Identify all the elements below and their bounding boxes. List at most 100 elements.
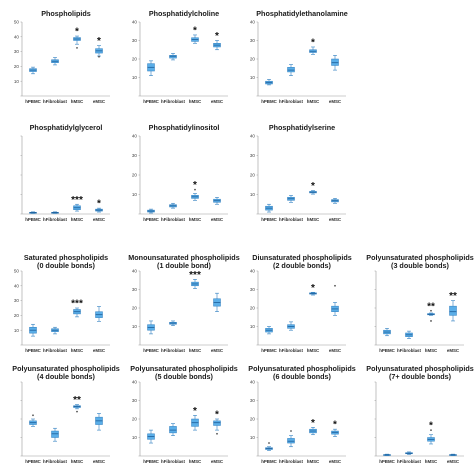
y-tick-label: 50	[14, 269, 20, 274]
panel-title: Phosphatidylserine	[269, 123, 335, 132]
x-category-label: hMSC	[425, 459, 438, 464]
box-hPBMC	[265, 203, 273, 213]
x-category-label: hMSC	[425, 348, 438, 353]
x-category-label: eMSC	[93, 348, 106, 353]
box-hMSC	[191, 414, 199, 431]
box-iqr	[169, 426, 177, 434]
box-hMSC	[427, 312, 435, 316]
box-hMSC	[309, 190, 317, 195]
y-tick-label: 10	[250, 324, 256, 329]
significance-marker: *	[429, 421, 433, 432]
box-hFibroblast	[169, 320, 177, 326]
x-category-label: hPBMC	[143, 99, 159, 104]
x-category-label: hFibroblast	[161, 99, 185, 104]
x-category-label: eMSC	[329, 459, 342, 464]
y-tick-label: 30	[250, 398, 256, 403]
x-category-label: hMSC	[307, 99, 320, 104]
outlier-point	[430, 309, 432, 312]
box-hFibroblast	[169, 423, 177, 436]
box-hFibroblast	[169, 53, 177, 61]
panel-title: Polyunsaturated phospholipids	[366, 253, 473, 262]
x-category-label: hPBMC	[143, 217, 159, 222]
box-hPBMC	[29, 211, 37, 214]
box-hMSC	[73, 404, 81, 410]
y-tick-label: 10	[132, 324, 138, 329]
box-iqr	[169, 55, 177, 59]
y-tick-label: 40	[132, 20, 138, 25]
x-category-label: eMSC	[329, 217, 342, 222]
x-category-label: hFibroblast	[279, 459, 303, 464]
x-category-label: hFibroblast	[43, 459, 67, 464]
y-tick-label: 40	[250, 269, 256, 274]
x-category-label: hPBMC	[261, 217, 277, 222]
panel-10: Polyunsaturated phospholipids(3 double b…	[366, 253, 473, 353]
panel-9: Diunsaturated phospholipids(2 double bon…	[250, 253, 352, 353]
panel-title: Monounsaturated phospholipids	[128, 253, 239, 262]
x-category-label: hFibroblast	[397, 348, 421, 353]
x-category-label: eMSC	[211, 459, 224, 464]
y-tick-label: 30	[250, 287, 256, 292]
y-tick-label: 20	[132, 417, 138, 422]
box-eMSC	[213, 292, 221, 313]
box-iqr	[213, 420, 221, 426]
panel-2: Phosphatidylcholine 10 20 30 40 hPBMC hFibrobl…	[132, 9, 228, 104]
box-hPBMC	[29, 323, 37, 337]
y-tick-label: 10	[132, 192, 138, 197]
y-tick-label: 30	[250, 38, 256, 43]
panel-title: Phosphatidylglycerol	[30, 123, 103, 132]
panel-title: Polyunsaturated phospholipids	[248, 364, 355, 373]
box-hMSC	[309, 427, 317, 436]
panel-14: Polyunsaturated phospholipids(7+ double …	[366, 364, 473, 464]
significance-marker: *	[193, 406, 197, 417]
significance-marker: *	[311, 181, 315, 192]
y-tick-label: 40	[132, 380, 138, 385]
box-hFibroblast	[287, 321, 295, 331]
outlier-point	[194, 188, 196, 191]
x-category-label: eMSC	[329, 348, 342, 353]
x-category-label: hMSC	[71, 348, 84, 353]
significance-marker: **	[449, 291, 457, 302]
panel-title: Saturated phospholipids	[24, 253, 108, 262]
panel-5: Phosphatidylinositol 10 20 30 40 hPBMC hFibrob…	[132, 123, 228, 222]
y-tick-label: 10	[14, 328, 20, 333]
box-hPBMC	[383, 328, 391, 337]
x-category-label: eMSC	[93, 459, 106, 464]
significance-marker: ***	[71, 299, 83, 310]
x-category-label: hMSC	[189, 348, 202, 353]
x-category-label: hMSC	[71, 99, 84, 104]
panel-6: Phosphatidylserine 10 20 30 40 hPBMC hFibrobla…	[250, 123, 346, 222]
x-category-label: eMSC	[211, 348, 224, 353]
panel-title: Diunsaturated phospholipids	[252, 253, 351, 262]
x-category-label: hFibroblast	[161, 348, 185, 353]
box-hMSC	[73, 35, 81, 45]
x-category-label: hPBMC	[261, 348, 277, 353]
x-category-label: hPBMC	[261, 459, 277, 464]
y-tick-label: 20	[250, 173, 256, 178]
significance-marker: **	[73, 395, 81, 406]
x-category-label: hMSC	[307, 348, 320, 353]
x-category-label: hFibroblast	[279, 99, 303, 104]
box-hPBMC	[29, 418, 37, 427]
outlier-point	[334, 284, 336, 287]
x-category-label: eMSC	[447, 459, 460, 464]
panel-title: (3 double bonds)	[391, 261, 449, 270]
significance-marker: *	[97, 199, 101, 210]
panel-3: Phosphatidylethanolamine 10 20 30 40 hPBMC hFi…	[250, 9, 348, 104]
x-category-label: hFibroblast	[43, 348, 67, 353]
box-hMSC	[73, 203, 81, 212]
outlier-point	[76, 410, 78, 413]
x-category-label: hPBMC	[143, 348, 159, 353]
box-hFibroblast	[287, 435, 295, 448]
x-category-label: hFibroblast	[397, 459, 421, 464]
outlier-point	[430, 320, 432, 322]
box-hPBMC	[265, 326, 273, 335]
outlier-point	[98, 55, 100, 58]
panel-title: Phosphatidylcholine	[149, 9, 219, 18]
box-hPBMC	[147, 320, 155, 335]
box-hFibroblast	[287, 64, 295, 76]
x-category-label: eMSC	[447, 348, 460, 353]
y-tick-label: 20	[132, 57, 138, 62]
x-category-label: hMSC	[71, 459, 84, 464]
x-category-label: hFibroblast	[279, 348, 303, 353]
